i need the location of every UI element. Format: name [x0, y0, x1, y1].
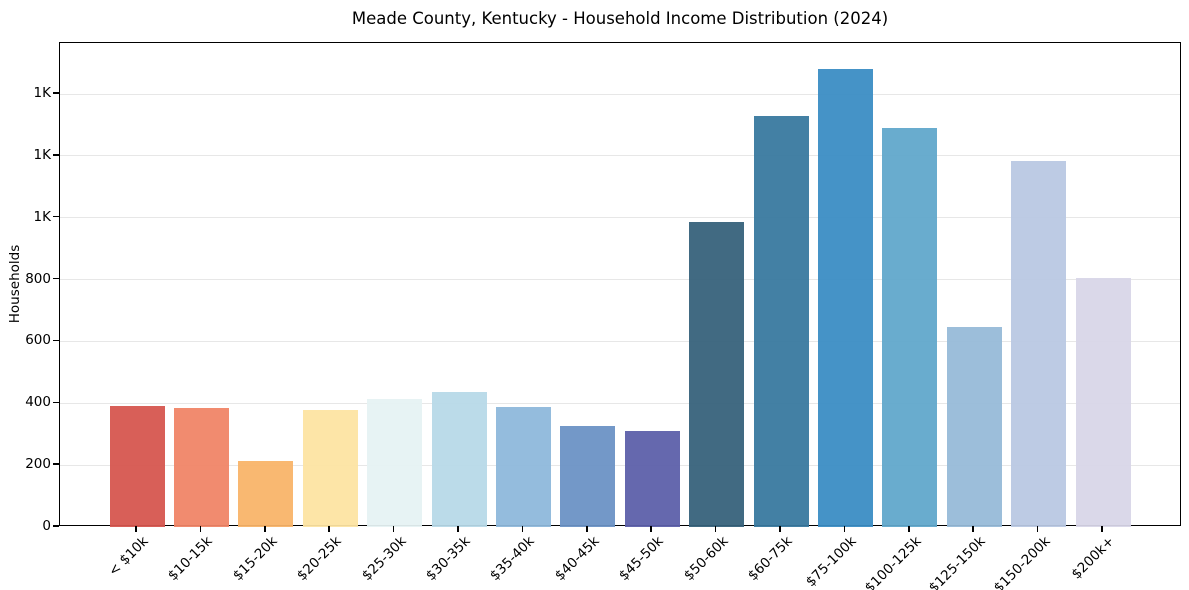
x-tick-mark [1101, 526, 1103, 532]
bar [367, 398, 423, 527]
x-tick-label: $60-75k [744, 533, 796, 584]
x-tick-mark [1036, 526, 1039, 532]
x-tick-mark [650, 526, 652, 532]
y-tick-label: 200 [25, 456, 51, 473]
bar [109, 406, 165, 527]
y-tick-label: 1K [33, 146, 51, 163]
gridline [60, 279, 1180, 281]
bar [302, 410, 358, 527]
y-tick-mark [53, 401, 59, 404]
x-tick-mark [199, 526, 202, 532]
bar [624, 431, 680, 527]
y-tick-mark [53, 92, 59, 94]
bar [173, 407, 229, 527]
x-tick-label: $30-35k [422, 533, 474, 584]
bar [560, 425, 616, 527]
x-tick-mark [908, 526, 910, 532]
bar [753, 116, 809, 527]
x-tick-mark [714, 526, 717, 532]
y-tick-label: 800 [25, 270, 51, 287]
gridline [60, 93, 1180, 95]
y-tick-label: 400 [25, 394, 51, 411]
x-tick-label: $20-25k [294, 533, 345, 584]
bar [817, 68, 873, 527]
y-tick-mark [53, 463, 59, 465]
bar [238, 461, 294, 527]
x-tick-label: $150-200k [990, 533, 1054, 590]
gridline [60, 464, 1180, 466]
y-tick-mark [53, 154, 59, 156]
x-tick-mark [457, 526, 459, 532]
x-tick-mark [521, 526, 524, 532]
x-tick-label: $25-30k [358, 533, 410, 584]
bar [1011, 161, 1067, 527]
x-tick-label: $45-50k [616, 533, 667, 584]
y-tick-mark [53, 215, 59, 218]
x-tick-mark [843, 526, 846, 532]
y-tick-mark [53, 277, 59, 280]
bar [946, 326, 1002, 527]
x-tick-label: $10-15k [165, 533, 216, 584]
y-tick-label: 1K [33, 208, 51, 225]
bar [1075, 278, 1131, 527]
x-tick-mark [779, 526, 781, 532]
x-tick-label: $125-150k [925, 533, 989, 590]
y-tick-mark [53, 525, 59, 527]
x-tick-mark [586, 526, 588, 532]
y-tick-label: 0 [42, 518, 51, 534]
x-tick-label: $200k+ [1068, 533, 1118, 583]
chart-title: Meade County, Kentucky - Household Incom… [351, 9, 889, 28]
y-tick-label: 1K [33, 85, 51, 102]
plot-area [59, 42, 1181, 527]
bar [431, 392, 487, 527]
bar [882, 127, 938, 527]
gridline [60, 402, 1180, 404]
x-tick-label: $35-40k [487, 533, 538, 584]
bar [689, 222, 745, 527]
x-tick-label: $50-60k [680, 533, 732, 584]
x-tick-mark [972, 526, 974, 532]
x-tick-label: $75-100k [803, 533, 860, 590]
gridline [60, 155, 1180, 157]
x-tick-label: $15-20k [229, 533, 281, 584]
bar [495, 406, 551, 527]
x-tick-label: < $10k [105, 533, 152, 580]
x-tick-mark [264, 526, 266, 532]
y-tick-mark [53, 339, 59, 342]
x-tick-mark [328, 526, 330, 532]
gridline [60, 340, 1180, 342]
y-tick-label: 600 [25, 332, 51, 349]
x-tick-mark [392, 526, 395, 532]
x-tick-label: $40-45k [551, 533, 603, 584]
x-tick-label: $100-125k [861, 533, 925, 590]
gridline [60, 217, 1180, 219]
x-tick-mark [135, 526, 137, 532]
